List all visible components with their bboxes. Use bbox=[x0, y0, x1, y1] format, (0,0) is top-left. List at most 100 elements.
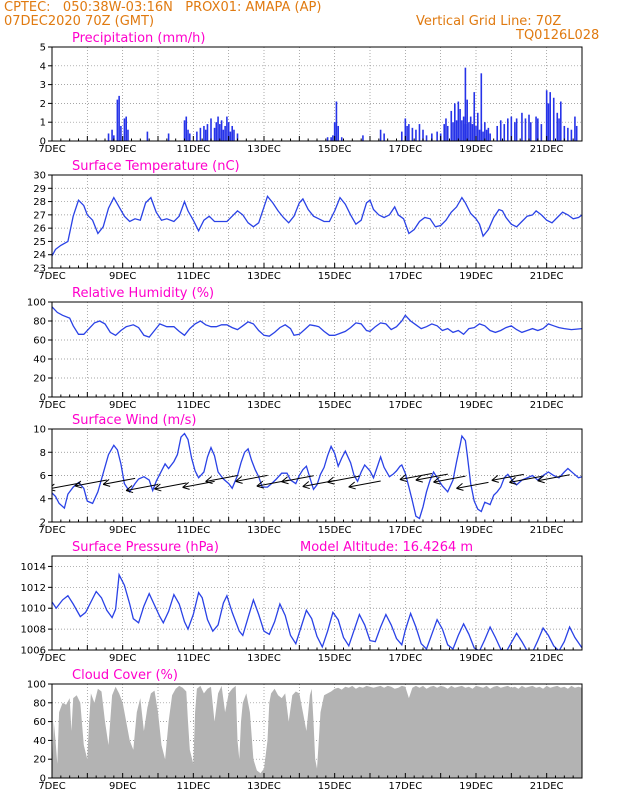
precip-bar bbox=[333, 122, 336, 141]
x-tick-label: 19DEC bbox=[459, 271, 493, 282]
x-tick-label: 17DEC bbox=[388, 525, 422, 536]
wind-arrow bbox=[415, 473, 448, 481]
wind-arrow-head bbox=[327, 476, 335, 485]
y-tick-label: 6 bbox=[40, 471, 46, 482]
precip-bar bbox=[330, 137, 332, 141]
y-tick-label: 2 bbox=[40, 518, 46, 529]
panel-frame bbox=[51, 174, 583, 269]
precip-bar bbox=[482, 131, 484, 141]
precip-bar bbox=[556, 112, 559, 141]
precip-bar bbox=[563, 125, 566, 141]
panel-frame bbox=[51, 301, 583, 398]
model-code: TQ0126L028 bbox=[516, 28, 600, 43]
precip-bar bbox=[118, 95, 120, 141]
x-tick-label: 17DEC bbox=[388, 271, 422, 282]
y-tick-label: 2 bbox=[40, 99, 46, 110]
wind-arrow bbox=[205, 475, 238, 483]
precip-bar bbox=[521, 112, 523, 141]
wind-arrow bbox=[433, 475, 466, 483]
precip-bar bbox=[220, 120, 223, 141]
y-tick-label: 1006 bbox=[21, 646, 46, 657]
precip-bar bbox=[224, 125, 226, 141]
y-tick-label: 25 bbox=[33, 237, 46, 248]
precip-bar bbox=[560, 101, 562, 141]
x-tick-label: 9DEC bbox=[109, 271, 136, 282]
x-tick-label: 19DEC bbox=[459, 144, 493, 155]
precip-bar bbox=[227, 122, 230, 141]
x-tick-label: 7DEC bbox=[38, 781, 65, 792]
rh-line bbox=[52, 306, 582, 338]
y-tick-label: 29 bbox=[33, 184, 46, 195]
x-tick-label: 21DEC bbox=[530, 653, 564, 664]
y-tick-label: 3 bbox=[40, 80, 46, 91]
x-tick-label: 7DEC bbox=[38, 653, 65, 664]
precip-bar bbox=[450, 110, 453, 141]
wind-arrow-head bbox=[256, 480, 264, 489]
wind-arrow-head bbox=[491, 474, 499, 483]
x-tick-label: 11DEC bbox=[176, 400, 210, 411]
pressure-panel: 1006 1008 1010 1012 1014 7DEC 9DEC 11DEC 13DEC 15… bbox=[21, 540, 583, 664]
precip-bar bbox=[499, 120, 502, 141]
x-tick-label: 11DEC bbox=[176, 653, 210, 664]
x-tick-label: 21DEC bbox=[530, 525, 564, 536]
temp-panel: 23 24 25 26 27 28 29 30 7DEC 9DEC 11DEC 13DEC 15DEC 1… bbox=[33, 159, 583, 282]
cloud-area bbox=[52, 685, 582, 778]
y-tick-label: 80 bbox=[33, 317, 46, 328]
y-tick-label: 10 bbox=[33, 425, 46, 436]
precip-bar bbox=[574, 116, 576, 141]
wind-arrow-head bbox=[205, 476, 213, 485]
precip-bar bbox=[213, 127, 216, 141]
precip-bar bbox=[116, 99, 119, 141]
wind-arrow-head bbox=[182, 481, 190, 490]
x-tick-label: 13DEC bbox=[247, 653, 281, 664]
precip-bar bbox=[187, 129, 189, 141]
x-tick-label: 21DEC bbox=[530, 400, 564, 411]
y-tick-label: 20 bbox=[33, 374, 46, 385]
precip-bar bbox=[215, 122, 218, 141]
wind-arrow bbox=[348, 480, 381, 488]
precip-bar bbox=[418, 124, 421, 141]
x-tick-label: 9DEC bbox=[109, 144, 136, 155]
wind-arrow-head bbox=[537, 475, 545, 484]
precip-title: Precipitation (mm/h) bbox=[72, 31, 205, 46]
wind-arrow bbox=[281, 475, 314, 483]
x-tick-label: 9DEC bbox=[109, 781, 136, 792]
precip-bar bbox=[222, 129, 225, 141]
x-tick-label: 13DEC bbox=[247, 144, 281, 155]
y-tick-label: 26 bbox=[33, 224, 46, 235]
wind-arrow-head bbox=[456, 482, 464, 491]
precip-bar bbox=[206, 124, 209, 141]
precip-bar bbox=[484, 122, 486, 141]
y-tick-label: 0 bbox=[40, 774, 46, 785]
x-tick-label: 15DEC bbox=[318, 525, 352, 536]
precip-bar bbox=[514, 122, 516, 141]
precip-bar bbox=[127, 129, 129, 141]
precip-bar bbox=[111, 129, 113, 141]
x-tick-label: 21DEC bbox=[530, 144, 564, 155]
y-tick-label: 1 bbox=[40, 118, 46, 129]
pressure-title: Surface Pressure (hPa) bbox=[72, 540, 219, 555]
x-tick-label: 17DEC bbox=[388, 400, 422, 411]
x-tick-label: 11DEC bbox=[176, 525, 210, 536]
y-tick-label: 1010 bbox=[21, 604, 46, 615]
precip-bar bbox=[529, 122, 532, 141]
precip-bar bbox=[204, 129, 207, 141]
wind-arrow bbox=[235, 474, 268, 482]
precip-bar bbox=[183, 120, 186, 141]
precip-bar bbox=[189, 133, 191, 141]
precip-bar bbox=[340, 137, 343, 141]
precip-bar bbox=[570, 129, 573, 141]
wind-arrow-head bbox=[433, 476, 441, 485]
precip-bar bbox=[459, 109, 461, 141]
wind-arrow-head bbox=[235, 475, 243, 484]
wind-arrow bbox=[509, 475, 542, 483]
y-tick-label: 1014 bbox=[21, 562, 46, 573]
precip-bar bbox=[123, 118, 126, 141]
x-tick-label: 21DEC bbox=[530, 781, 564, 792]
precip-bar bbox=[452, 122, 454, 141]
precip-bar bbox=[219, 124, 221, 141]
x-tick-label: 13DEC bbox=[247, 400, 281, 411]
y-tick-label: 1008 bbox=[21, 625, 46, 636]
precip-bar bbox=[203, 125, 205, 141]
